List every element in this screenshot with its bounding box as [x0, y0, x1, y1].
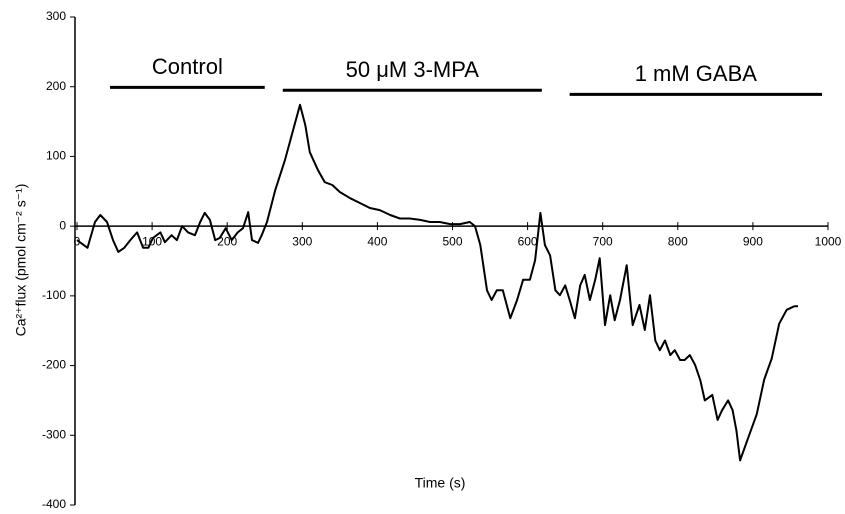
x-tick-label: 300: [292, 234, 312, 248]
x-tick-label: 800: [668, 234, 688, 248]
x-tick-label: 900: [743, 234, 763, 248]
treatment-label: 50 μM 3-MPA: [346, 57, 480, 82]
y-tick-label: 0: [59, 218, 66, 232]
x-tick-label: 600: [518, 234, 538, 248]
x-axis-label: Time (s): [415, 475, 466, 491]
x-tick-label: 400: [367, 234, 387, 248]
y-tick-label: -400: [42, 497, 66, 511]
y-axis-label: Ca²⁺flux (pmol cm⁻² s⁻¹): [13, 184, 29, 337]
y-tick-label: -300: [42, 427, 66, 441]
y-tick-label: 300: [46, 9, 66, 23]
x-tick-label: 500: [442, 234, 462, 248]
y-tick-label: 100: [46, 149, 66, 163]
data-line: [76, 103, 798, 462]
y-tick-label: 200: [46, 79, 66, 93]
y-tick-label: -200: [42, 358, 66, 372]
treatment-label: Control: [152, 54, 223, 79]
x-tick-label: 700: [593, 234, 613, 248]
x-tick-label: 1000: [815, 234, 842, 248]
treatment-label: 1 mM GABA: [635, 61, 758, 86]
y-tick-label: -100: [42, 288, 66, 302]
